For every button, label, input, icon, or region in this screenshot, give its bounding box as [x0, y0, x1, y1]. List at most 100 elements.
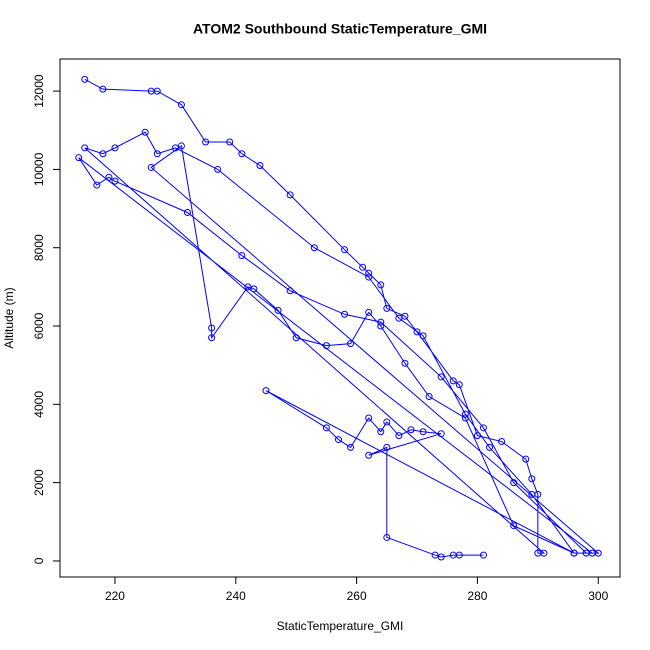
point [81, 144, 89, 152]
point [473, 432, 481, 440]
point [256, 161, 264, 169]
point [341, 310, 349, 318]
x-tick-label: 260 [347, 589, 367, 603]
point [183, 208, 191, 216]
point [413, 328, 421, 336]
point [383, 443, 391, 451]
point [75, 154, 83, 162]
point [262, 387, 270, 395]
point [347, 443, 355, 451]
point [322, 424, 330, 432]
point [377, 428, 385, 436]
point [486, 443, 494, 451]
point [202, 138, 210, 146]
point [570, 549, 578, 557]
point [208, 334, 216, 342]
point [383, 533, 391, 541]
point [461, 414, 469, 422]
x-tick-label: 220 [105, 589, 125, 603]
y-tick-label: 12000 [32, 74, 46, 108]
point [437, 373, 445, 381]
point [510, 522, 518, 530]
point [461, 410, 469, 418]
point [522, 455, 530, 463]
x-tick-label: 280 [467, 589, 487, 603]
point [377, 318, 385, 326]
point [431, 551, 439, 559]
point [455, 551, 463, 559]
point [147, 163, 155, 171]
point [334, 436, 342, 444]
point [383, 304, 391, 312]
chart-title: ATOM2 Southbound StaticTemperature_GMI [193, 21, 487, 37]
y-tick-label: 10000 [32, 152, 46, 186]
point [310, 244, 318, 252]
point [250, 285, 258, 293]
point [528, 475, 536, 483]
point [401, 359, 409, 367]
point [365, 269, 373, 277]
point [365, 308, 373, 316]
point [395, 432, 403, 440]
point [111, 177, 119, 185]
point [153, 150, 161, 158]
point [286, 287, 294, 295]
point [594, 549, 602, 557]
point [528, 490, 536, 498]
x-axis-label: StaticTemperature_GMI [277, 619, 404, 633]
y-tick-label: 2000 [32, 469, 46, 496]
point [377, 322, 385, 330]
point [479, 551, 487, 559]
point [274, 306, 282, 314]
point [449, 377, 457, 385]
point [365, 273, 373, 281]
point [238, 252, 246, 260]
point [99, 85, 107, 93]
point [365, 451, 373, 459]
point [401, 312, 409, 320]
point [383, 418, 391, 426]
point [437, 553, 445, 561]
point [214, 165, 222, 173]
point [419, 428, 427, 436]
point [99, 150, 107, 158]
point [105, 173, 113, 181]
y-tick-label: 4000 [32, 391, 46, 418]
y-tick-label: 0 [32, 557, 46, 564]
x-tick-label: 300 [588, 589, 608, 603]
point [407, 426, 415, 434]
point [347, 340, 355, 348]
point [153, 87, 161, 95]
point [395, 314, 403, 322]
y-tick-label: 8000 [32, 234, 46, 261]
point [292, 334, 300, 342]
y-axis-label: Altitude (m) [2, 287, 16, 348]
x-tick-label: 240 [226, 589, 246, 603]
point [365, 414, 373, 422]
point [244, 283, 252, 291]
point [226, 138, 234, 146]
point [93, 181, 101, 189]
point [81, 75, 89, 83]
point [171, 144, 179, 152]
point [498, 438, 506, 446]
point [419, 332, 427, 340]
plot-frame [59, 58, 621, 578]
point [437, 430, 445, 438]
point [359, 263, 367, 271]
point [141, 128, 149, 136]
point [455, 381, 463, 389]
point [286, 191, 294, 199]
point [582, 549, 590, 557]
point [377, 281, 385, 289]
point [208, 324, 216, 332]
y-tick-label: 6000 [32, 312, 46, 339]
point [322, 342, 330, 350]
point [540, 549, 548, 557]
point [341, 246, 349, 254]
point [425, 393, 433, 401]
point [177, 101, 185, 109]
point [177, 142, 185, 150]
